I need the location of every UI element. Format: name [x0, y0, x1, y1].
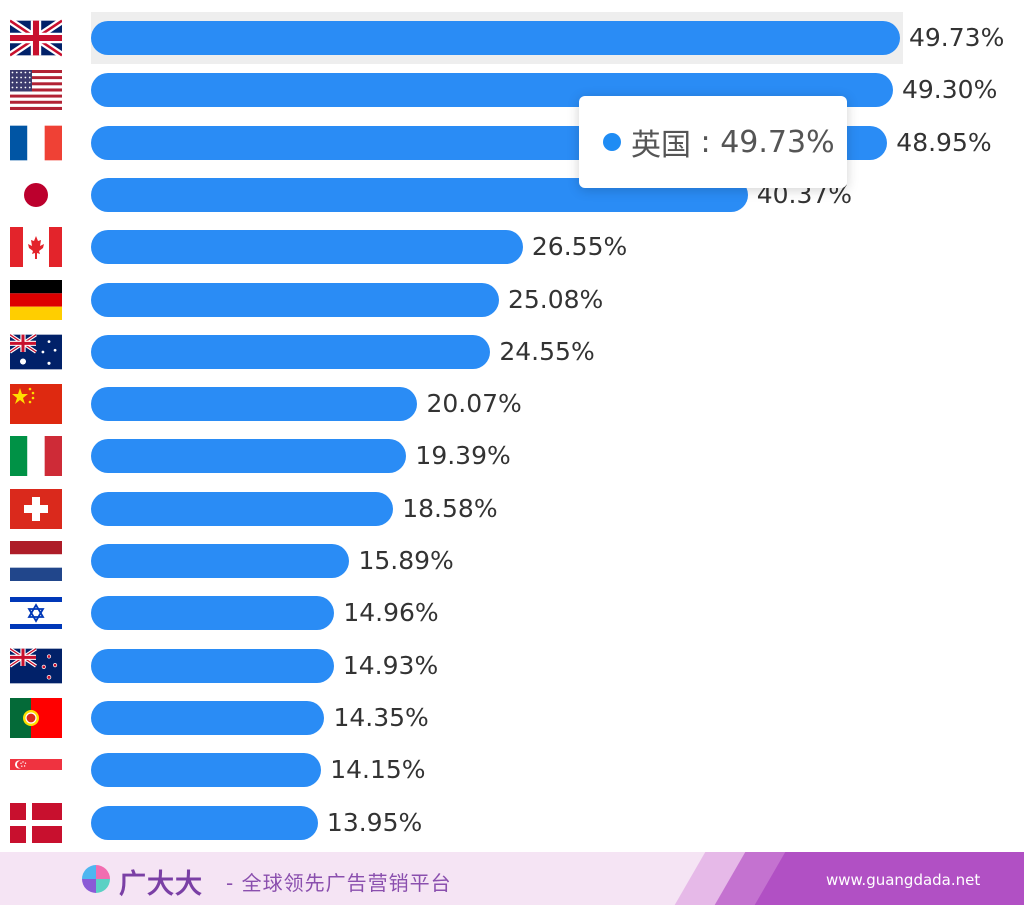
flag-denmark-icon [10, 802, 62, 843]
bar[interactable] [91, 439, 407, 474]
flag-portugal-icon [10, 697, 62, 738]
bar-value-label: 20.07% [426, 389, 522, 419]
flag-new-zealand-icon [9, 646, 62, 686]
flag-china-icon [10, 384, 62, 425]
tooltip-series-dot [603, 133, 621, 151]
bar-value-label: 15.89% [358, 546, 454, 575]
tooltip-value: 49.73% [720, 124, 835, 160]
flag-israel-icon [10, 593, 62, 634]
flag-canada-icon [10, 227, 62, 268]
footer-banner: 广大大 - 全球领先广告营销平台 www.guangdada.net [0, 852, 1024, 905]
bar-value-label: 14.35% [333, 702, 429, 732]
bar[interactable] [91, 596, 335, 631]
bar-value-label: 48.95% [896, 127, 992, 157]
brand-name: 广大大 [119, 869, 203, 900]
bar[interactable] [91, 491, 394, 526]
flag-switzerland-icon [10, 488, 62, 529]
bar[interactable] [91, 282, 499, 317]
flag-us-icon [10, 70, 62, 111]
bar[interactable] [91, 230, 523, 265]
bar[interactable] [91, 805, 318, 840]
bar-value-label: 24.55% [499, 336, 595, 366]
flag-italy-icon [10, 436, 62, 477]
bar-value-label: 13.95% [326, 807, 423, 837]
tooltip: 英国 : 49.73% [579, 96, 847, 188]
flag-uk-icon [8, 17, 64, 59]
tooltip-separator: : [691, 124, 721, 160]
website-link[interactable]: www.guangdada.net [826, 871, 981, 889]
bar-value-label: 19.39% [415, 441, 511, 471]
bar-value-label: 26.55% [531, 232, 628, 262]
bar-value-label: 49.73% [909, 23, 1005, 52]
bar-chart: 49.73% 49.30% 48.95% 40.37% 26.55% 25.08… [8, 12, 1005, 843]
bar[interactable] [91, 334, 491, 369]
flag-germany-icon [10, 279, 62, 320]
flag-australia-icon [9, 332, 62, 372]
flag-singapore-icon [10, 759, 62, 782]
bar-value-label: 49.30% [902, 75, 998, 105]
brand-logo-icon [82, 865, 110, 893]
tooltip-category: 英国 [631, 128, 691, 163]
flag-japan-icon [10, 174, 62, 215]
bar[interactable] [91, 21, 900, 55]
bar-value-label: 14.93% [342, 650, 439, 680]
bar[interactable] [91, 387, 418, 422]
flag-netherlands-icon [10, 541, 62, 581]
brand-slogan: - 全球领先广告营销平台 [226, 871, 452, 895]
bar[interactable] [91, 544, 350, 578]
bar-value-label: 14.96% [343, 598, 439, 628]
bar[interactable] [91, 648, 334, 683]
flag-france-icon [10, 123, 62, 163]
bar[interactable] [91, 753, 322, 788]
bar-value-label: 14.15% [330, 755, 426, 785]
bar[interactable] [91, 700, 325, 735]
bar-value-label: 25.08% [507, 284, 604, 314]
bar-value-label: 18.58% [402, 493, 498, 523]
